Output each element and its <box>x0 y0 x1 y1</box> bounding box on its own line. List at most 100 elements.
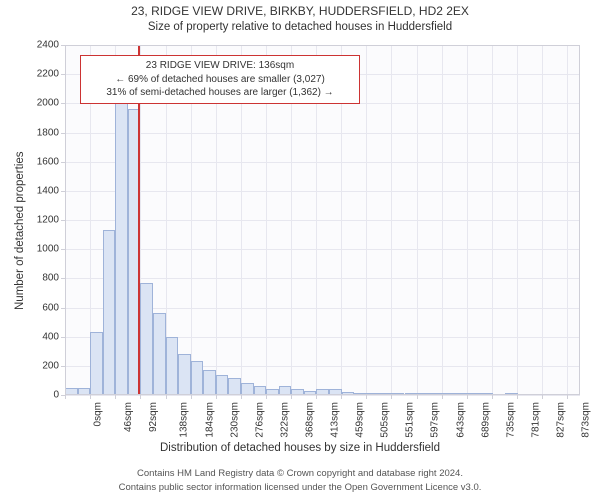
xtick-mark <box>517 395 518 399</box>
xtick-label: 322sqm <box>280 402 291 438</box>
axis-left <box>65 45 66 395</box>
xtick-label: 827sqm <box>556 402 567 438</box>
xtick-mark <box>65 395 66 399</box>
annotation-line: 31% of semi-detached houses are larger (… <box>87 86 353 100</box>
xtick-label: 276sqm <box>254 402 265 438</box>
gridline-v <box>391 45 392 395</box>
gridline-h <box>65 191 580 192</box>
xtick-label: 643sqm <box>455 402 466 438</box>
xtick-label: 0sqm <box>92 402 103 426</box>
ytick-mark <box>61 249 65 250</box>
histogram-bar <box>216 375 229 395</box>
xtick-mark <box>291 395 292 399</box>
xtick-mark <box>90 395 91 399</box>
xtick-label: 551sqm <box>405 402 416 438</box>
xtick-label: 368sqm <box>305 402 316 438</box>
histogram-bar <box>140 283 153 395</box>
xtick-mark <box>567 395 568 399</box>
xtick-label: 413sqm <box>329 402 340 438</box>
xtick-mark <box>417 395 418 399</box>
ytick-mark <box>61 366 65 367</box>
ytick-mark <box>61 220 65 221</box>
xtick-label: 92sqm <box>148 402 159 432</box>
gridline-v <box>517 45 518 395</box>
ytick-label: 200 <box>31 360 59 371</box>
ytick-label: 1400 <box>31 185 59 196</box>
x-axis-label: Distribution of detached houses by size … <box>0 442 600 454</box>
gridline-v <box>417 45 418 395</box>
xtick-mark <box>191 395 192 399</box>
xtick-mark <box>366 395 367 399</box>
gridline-v <box>366 45 367 395</box>
xtick-mark <box>140 395 141 399</box>
xtick-label: 46sqm <box>123 402 134 432</box>
xtick-label: 184sqm <box>204 402 215 438</box>
ytick-label: 1200 <box>31 215 59 226</box>
xtick-mark <box>115 395 116 399</box>
annotation-line: ← 69% of detached houses are smaller (3,… <box>87 73 353 87</box>
xtick-label: 138sqm <box>179 402 190 438</box>
axis-bottom <box>65 394 580 395</box>
ytick-mark <box>61 278 65 279</box>
gridline-h <box>65 133 580 134</box>
gridline-h <box>65 220 580 221</box>
ytick-mark <box>61 74 65 75</box>
axis-right <box>579 45 580 395</box>
gridline-v <box>467 45 468 395</box>
xtick-label: 781sqm <box>531 402 542 438</box>
ytick-mark <box>61 45 65 46</box>
xtick-mark <box>442 395 443 399</box>
histogram-bar <box>203 370 216 395</box>
histogram-bar <box>228 378 241 396</box>
gridline-h <box>65 278 580 279</box>
gridline-v <box>542 45 543 395</box>
xtick-label: 230sqm <box>229 402 240 438</box>
axis-top <box>65 45 580 46</box>
xtick-mark <box>316 395 317 399</box>
y-axis-label: Number of detached properties <box>14 151 26 310</box>
histogram-bar <box>178 354 191 395</box>
annotation-line: 23 RIDGE VIEW DRIVE: 136sqm <box>87 59 353 73</box>
gridline-h <box>65 395 580 396</box>
histogram-bar <box>166 337 179 395</box>
ytick-label: 400 <box>31 331 59 342</box>
xtick-mark <box>341 395 342 399</box>
footer-line-2: Contains public sector information licen… <box>0 482 600 493</box>
histogram-bar <box>153 313 166 395</box>
ytick-label: 0 <box>31 390 59 401</box>
ytick-mark <box>61 162 65 163</box>
chart-subtitle: Size of property relative to detached ho… <box>0 21 600 33</box>
xtick-label: 689sqm <box>480 402 491 438</box>
ytick-label: 1000 <box>31 244 59 255</box>
ytick-label: 2000 <box>31 98 59 109</box>
xtick-mark <box>266 395 267 399</box>
gridline-v <box>442 45 443 395</box>
xtick-label: 459sqm <box>355 402 366 438</box>
gridline-v <box>567 45 568 395</box>
ytick-label: 2400 <box>31 40 59 51</box>
chart-title: 23, RIDGE VIEW DRIVE, BIRKBY, HUDDERSFIE… <box>0 4 600 18</box>
gridline-h <box>65 162 580 163</box>
ytick-label: 800 <box>31 273 59 284</box>
histogram-bar <box>115 63 128 396</box>
xtick-label: 597sqm <box>430 402 441 438</box>
xtick-mark <box>166 395 167 399</box>
xtick-label: 873sqm <box>581 402 592 438</box>
gridline-h <box>65 249 580 250</box>
xtick-label: 505sqm <box>380 402 391 438</box>
histogram-bar <box>103 230 116 395</box>
xtick-mark <box>391 395 392 399</box>
gridline-v <box>492 45 493 395</box>
ytick-mark <box>61 308 65 309</box>
ytick-label: 2200 <box>31 69 59 80</box>
xtick-mark <box>216 395 217 399</box>
ytick-label: 1600 <box>31 156 59 167</box>
xtick-mark <box>542 395 543 399</box>
xtick-mark <box>467 395 468 399</box>
histogram-bar <box>90 332 103 395</box>
ytick-mark <box>61 191 65 192</box>
xtick-mark <box>492 395 493 399</box>
ytick-mark <box>61 133 65 134</box>
xtick-mark <box>241 395 242 399</box>
ytick-mark <box>61 103 65 104</box>
